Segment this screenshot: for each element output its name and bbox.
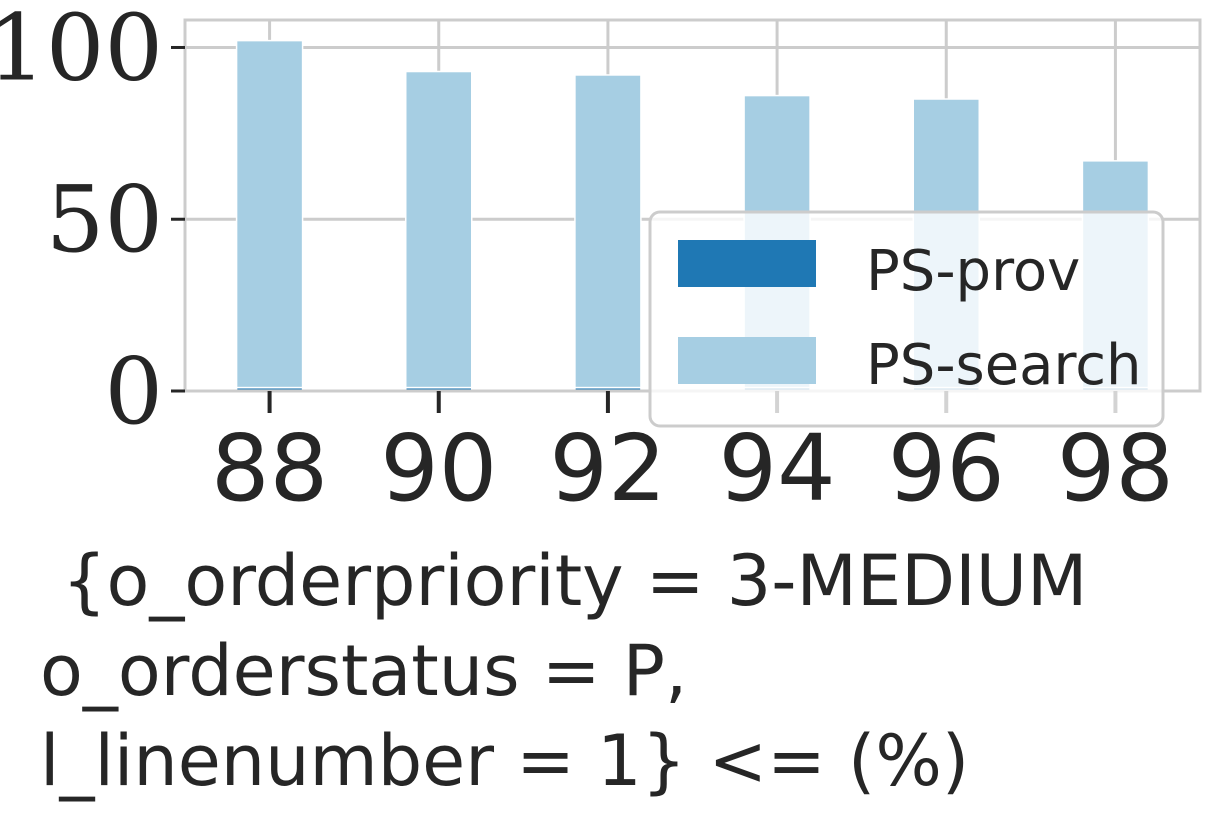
legend-swatch-ps-search [678,337,816,384]
bar-ps-search [574,74,642,389]
legend: PS-prov PS-search [648,210,1165,428]
x-axis-label: {o_orderpriority = 3-MEDIUM o_orderstatu… [40,540,1087,802]
x-tick-label: 92 [549,415,666,522]
x-tick-label: 94 [719,415,836,522]
x-tick-label: 98 [1057,415,1174,522]
x-tick-label: 96 [888,415,1005,522]
y-tick-label: 50 [46,166,163,273]
bar-ps-search [235,39,304,389]
bar-ps-search [405,70,473,389]
legend-label-ps-prov: PS-prov [866,239,1080,304]
y-tick-label: 0 [104,338,163,445]
legend-label-ps-search: PS-search [866,333,1142,398]
y-tick-label: 100 [0,0,163,101]
legend-swatch-ps-prov [678,240,816,287]
x-tick-labels: 88 90 92 94 96 98 [211,415,1174,522]
x-axis-label-line-3: l_linenumber = 1} <= (%) [40,720,969,802]
x-tick-label: 90 [380,415,497,522]
y-tick-labels: 0 50 100 [0,0,163,445]
x-axis-label-line-1: {o_orderpriority = 3-MEDIUM [62,540,1087,622]
x-axis-label-line-2: o_orderstatus = P, [40,630,687,712]
x-tick-label: 88 [211,415,328,522]
